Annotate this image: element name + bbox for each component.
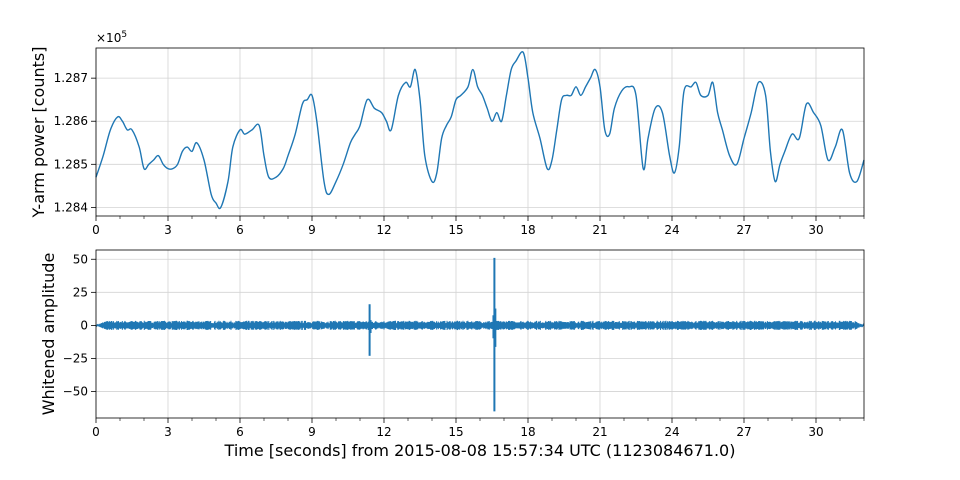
top-offset-text: ×105	[96, 30, 127, 45]
top-series	[95, 51, 865, 210]
bottom-y-ticks: −50 −25 0 25 50	[63, 252, 96, 399]
top-y-ticks: 1.284 1.285 1.286 1.287	[54, 71, 96, 214]
y-tick-label: 1.284	[54, 200, 88, 214]
x-tick-label: 30	[808, 223, 823, 237]
bottom-panel: 0 3 6 9 12 15 18 21 24 27 30 −50 −25 0 25 50 Whitened …	[39, 249, 865, 460]
bottom-y-axis-label: Whitened amplitude	[39, 253, 58, 416]
x-tick-label: 0	[92, 223, 100, 237]
x-tick-label: 18	[520, 223, 535, 237]
y-tick-label: −50	[63, 385, 88, 399]
y-tick-label: 1.285	[54, 157, 88, 171]
x-tick-label: 3	[164, 425, 172, 439]
x-tick-label: 15	[448, 425, 463, 439]
top-x-ticks: 0 3 6 9 12 15 18 21 24 27 30	[92, 216, 865, 237]
bottom-series	[95, 257, 865, 412]
x-tick-label: 21	[592, 425, 607, 439]
y-tick-label: 25	[73, 285, 88, 299]
bottom-x-axis-label: Time [seconds] from 2015-08-08 15:57:34 …	[224, 441, 736, 460]
x-tick-label: 6	[236, 425, 244, 439]
top-panel: 0 3 6 9 12 15 18 21 24 27 30 1.2841.2851.2861.287 …	[29, 30, 865, 237]
x-tick-label: 30	[808, 425, 823, 439]
x-tick-label: 24	[664, 425, 679, 439]
whitened-noise	[95, 320, 865, 331]
y-tick-label: 0	[80, 318, 88, 332]
x-tick-label: 27	[736, 223, 751, 237]
top-y-axis-label: Y-arm power [counts]	[29, 47, 48, 219]
y-tick-label: 50	[73, 252, 88, 266]
bottom-x-ticks: 0 3 6 9 12 15 18 21 24 27 30	[92, 418, 865, 439]
x-tick-label: 12	[376, 425, 391, 439]
y-tick-label: 1.287	[54, 71, 88, 85]
y-arm-power-line	[95, 51, 865, 210]
top-axes-frame	[95, 47, 865, 217]
x-tick-label: 21	[592, 223, 607, 237]
x-tick-label: 9	[308, 425, 316, 439]
x-tick-label: 0	[92, 425, 100, 439]
x-tick-label: 18	[520, 425, 535, 439]
x-tick-label: 24	[664, 223, 679, 237]
bottom-grid	[95, 250, 864, 418]
y-tick-label: −25	[63, 351, 88, 365]
x-tick-label: 6	[236, 223, 244, 237]
x-tick-label: 27	[736, 425, 751, 439]
x-tick-label: 15	[448, 223, 463, 237]
top-grid	[95, 48, 864, 216]
x-tick-label: 12	[376, 223, 391, 237]
bottom-axes-frame	[95, 249, 865, 419]
y-tick-label: 1.286	[54, 114, 88, 128]
x-tick-label: 3	[164, 223, 172, 237]
x-tick-label: 9	[308, 223, 316, 237]
